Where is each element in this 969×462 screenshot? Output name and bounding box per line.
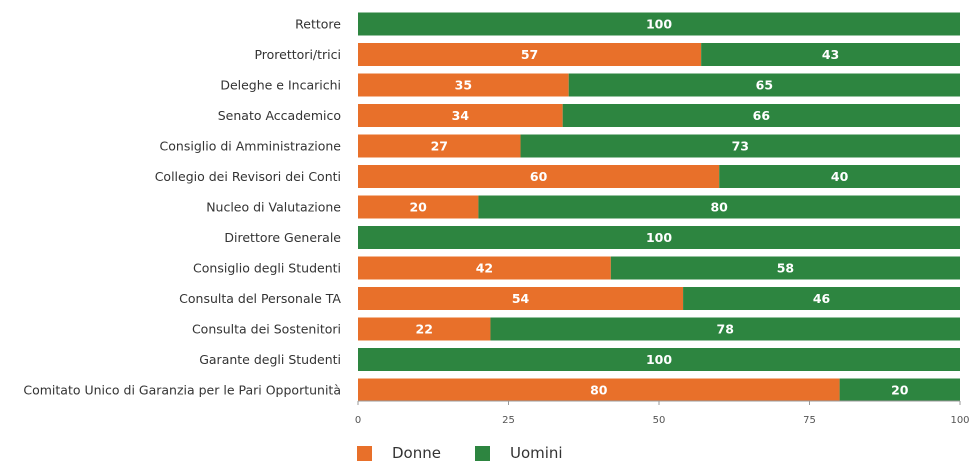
bar-segment-uomini bbox=[701, 43, 960, 66]
legend-swatch-uomini bbox=[474, 445, 490, 461]
bar-segment-donne bbox=[358, 195, 479, 219]
legend-label-uomini: Uomini bbox=[509, 444, 563, 462]
legend-item-donne: Donne bbox=[357, 444, 441, 462]
legend: Donne Uomini bbox=[357, 444, 597, 462]
data-label: 78 bbox=[717, 322, 734, 337]
data-label: 27 bbox=[431, 139, 448, 154]
bar-segment-donne bbox=[358, 134, 521, 158]
legend-item-uomini: Uomini bbox=[474, 444, 563, 462]
data-label: 100 bbox=[646, 352, 672, 367]
data-label: 20 bbox=[409, 200, 427, 215]
data-label: 60 bbox=[530, 169, 548, 184]
x-tick-label: 0 bbox=[355, 415, 361, 426]
bar-segment-donne bbox=[358, 43, 702, 66]
stacked-bar-chart: Rettore 100 Prorettori/trici 57 43 Deleghe e … bbox=[23, 12, 969, 426]
bar-segment-uomini bbox=[490, 317, 960, 341]
bar-segment-uomini bbox=[478, 195, 960, 219]
bar-segment-uomini bbox=[719, 165, 960, 188]
bar-segment-uomini bbox=[568, 73, 960, 97]
data-label: 73 bbox=[732, 139, 749, 154]
bar-segment-uomini bbox=[610, 256, 960, 280]
bar-segment-uomini bbox=[562, 104, 960, 127]
data-label: 100 bbox=[646, 17, 672, 32]
x-tick-label: 50 bbox=[653, 415, 666, 426]
data-label: 66 bbox=[753, 108, 771, 123]
data-label: 58 bbox=[777, 261, 794, 276]
bar-segment-donne bbox=[358, 165, 720, 188]
data-label: 80 bbox=[590, 383, 608, 398]
data-label: 40 bbox=[831, 169, 849, 184]
category-label: Consulta del Personale TA bbox=[179, 291, 341, 306]
category-label: Consiglio degli Studenti bbox=[193, 261, 341, 276]
data-label: 20 bbox=[891, 383, 909, 398]
category-label: Rettore bbox=[295, 17, 341, 32]
x-tick-label: 25 bbox=[502, 415, 515, 426]
bar-segment-donne bbox=[358, 317, 491, 341]
data-label: 57 bbox=[521, 47, 538, 62]
x-tick-label: 100 bbox=[950, 415, 969, 426]
bar-segment-uomini bbox=[683, 287, 960, 310]
bar-segment-uomini bbox=[358, 12, 960, 36]
category-label: Deleghe e Incarichi bbox=[220, 78, 341, 93]
category-label: Garante degli Studenti bbox=[199, 352, 341, 367]
category-label: Comitato Unico di Garanzia per le Pari O… bbox=[23, 383, 341, 398]
category-label: Prorettori/trici bbox=[254, 47, 341, 62]
data-label: 54 bbox=[512, 291, 530, 306]
data-label: 35 bbox=[455, 78, 472, 93]
bar-segment-uomini bbox=[839, 378, 960, 402]
category-label: Nucleo di Valutazione bbox=[206, 200, 341, 215]
data-label: 65 bbox=[756, 78, 773, 93]
bar-segment-donne bbox=[358, 256, 611, 280]
category-label: Consulta dei Sostenitori bbox=[192, 322, 341, 337]
data-label: 42 bbox=[476, 261, 493, 276]
category-label: Direttore Generale bbox=[224, 230, 341, 245]
category-label: Collegio dei Revisori dei Conti bbox=[155, 169, 341, 184]
legend-label-donne: Donne bbox=[392, 444, 441, 462]
data-label: 43 bbox=[822, 47, 839, 62]
bar-segment-donne bbox=[358, 73, 569, 97]
category-label: Consiglio di Amministrazione bbox=[160, 139, 342, 154]
data-label: 100 bbox=[646, 230, 672, 245]
bar-segment-uomini bbox=[358, 348, 960, 371]
bar-segment-donne bbox=[358, 378, 840, 402]
x-tick-label: 75 bbox=[803, 415, 816, 426]
data-label: 80 bbox=[710, 200, 728, 215]
bar-segment-donne bbox=[358, 287, 684, 310]
legend-swatch-donne bbox=[357, 445, 372, 461]
bar-segment-donne bbox=[358, 104, 563, 127]
bar-segment-uomini bbox=[520, 134, 960, 158]
data-label: 22 bbox=[416, 322, 433, 337]
data-label: 46 bbox=[813, 291, 831, 306]
bar-segment-uomini bbox=[358, 226, 960, 249]
category-label: Senato Accademico bbox=[218, 108, 341, 123]
data-label: 34 bbox=[452, 108, 470, 123]
